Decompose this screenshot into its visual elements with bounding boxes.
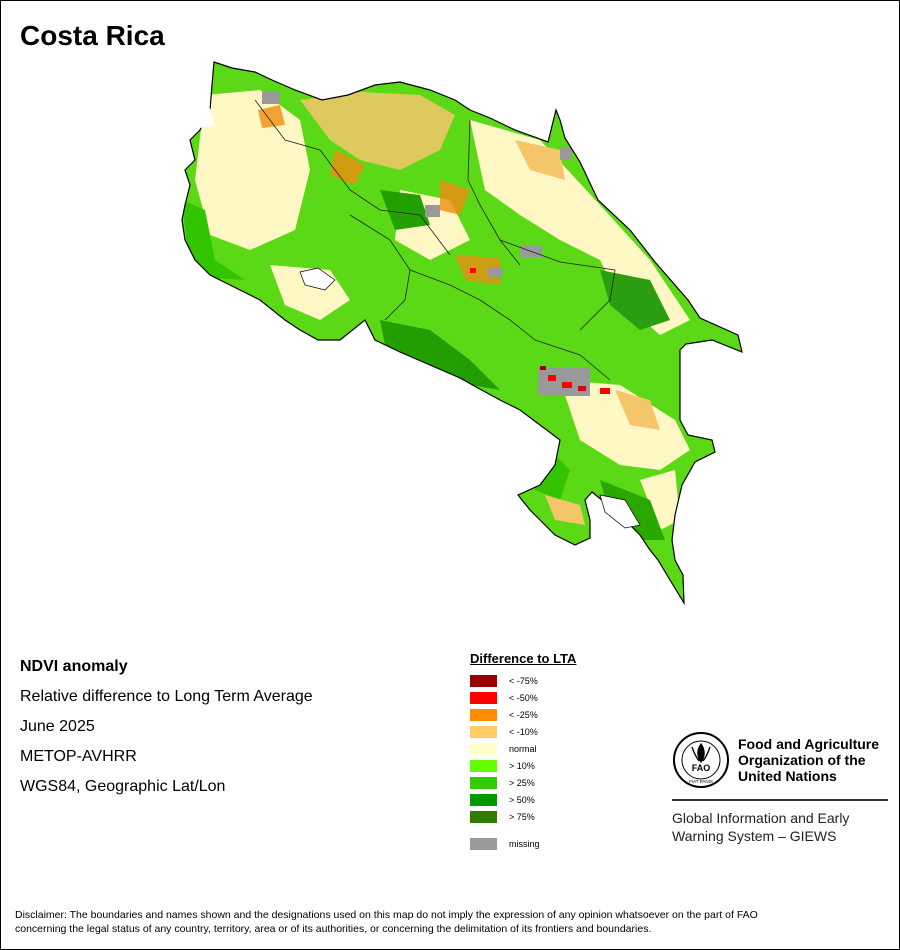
legend-label: < -50% <box>509 692 538 703</box>
legend-title: Difference to LTA <box>470 651 577 666</box>
giews-name: Global Information and Early Warning Sys… <box>672 810 850 844</box>
map-sensor: METOP-AVHRR <box>20 748 137 765</box>
map-period: June 2025 <box>20 718 95 735</box>
legend-swatch <box>470 708 497 721</box>
legend: Difference to LTA < -75% < -50% < -25% < -1… <box>470 651 576 852</box>
legend-item: normal <box>470 740 576 757</box>
map-description: Relative difference to Long Term Average <box>20 688 313 705</box>
legend-item: < -25% <box>470 706 576 723</box>
fao-logo-text: FAO <box>692 763 711 773</box>
legend-label-missing: missing <box>509 838 540 849</box>
legend-swatch <box>470 810 497 823</box>
fao-divider <box>672 799 888 801</box>
legend-item: > 10% <box>470 757 576 774</box>
legend-swatch <box>470 793 497 806</box>
ndvi-anomaly-map <box>175 61 743 604</box>
legend-item: < -50% <box>470 689 576 706</box>
fao-name: Food and Agriculture Organization of the… <box>738 736 880 784</box>
map-subject: NDVI anomaly <box>20 658 128 675</box>
legend-swatch <box>470 759 497 772</box>
fao-branding: FAO FIAT PANIS Food and Agriculture Orga… <box>672 731 888 845</box>
legend-label: > 50% <box>509 794 535 805</box>
map-projection: WGS84, Geographic Lat/Lon <box>20 778 226 795</box>
legend-label: normal <box>509 743 537 754</box>
disclaimer: Disclaimer: The boundaries and names sho… <box>15 909 758 935</box>
legend-swatch <box>470 691 497 704</box>
legend-item: < -75% <box>470 672 576 689</box>
legend-item-missing: missing <box>470 835 576 852</box>
legend-swatch-missing <box>470 837 497 850</box>
legend-label: < -75% <box>509 675 538 686</box>
legend-swatch <box>470 742 497 755</box>
legend-item: > 25% <box>470 774 576 791</box>
legend-label: > 75% <box>509 811 535 822</box>
legend-item: < -10% <box>470 723 576 740</box>
legend-item: > 50% <box>470 791 576 808</box>
legend-item: > 75% <box>470 808 576 825</box>
legend-label: > 25% <box>509 777 535 788</box>
legend-label: < -25% <box>509 709 538 720</box>
legend-swatch <box>470 725 497 738</box>
map-title: Costa Rica <box>20 20 165 51</box>
fao-logo-icon: FAO FIAT PANIS <box>673 732 729 788</box>
legend-swatch <box>470 776 497 789</box>
legend-label: > 10% <box>509 760 535 771</box>
legend-label: < -10% <box>509 726 538 737</box>
legend-swatch <box>470 674 497 687</box>
map-info: NDVI anomaly Relative difference to Long… <box>20 656 313 806</box>
fao-logo-motto: FIAT PANIS <box>689 779 713 784</box>
